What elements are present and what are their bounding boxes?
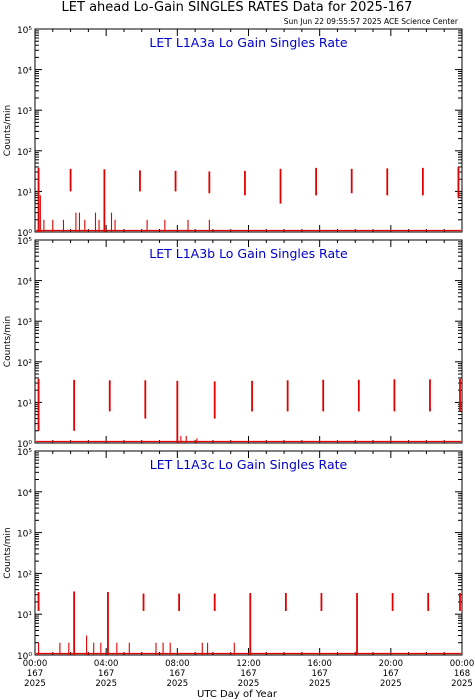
x-tick-label: 16:00	[307, 659, 332, 669]
generation-timestamp: Sun Jun 22 09:55:57 2025 ACE Science Cen…	[284, 17, 459, 26]
x-tick-label: 00:00	[450, 659, 475, 669]
y-tick-label: 10⁵	[17, 237, 32, 247]
y-axis-label: Counts/min	[3, 527, 13, 578]
x-tick-label: 168	[454, 669, 470, 679]
x-tick-label: 20:00	[379, 659, 404, 669]
y-tick-label: 10¹	[17, 611, 32, 621]
x-tick-label: 2025	[238, 679, 260, 689]
x-tick-label: 167	[98, 669, 114, 679]
x-tick-label: 2025	[309, 679, 331, 689]
y-tick-label: 10²	[17, 148, 32, 158]
x-tick-label: 167	[169, 669, 185, 679]
x-tick-label: 167	[27, 669, 43, 679]
y-tick-label: 10³	[17, 530, 32, 540]
plot-frame	[34, 450, 463, 656]
panel-2: 10⁰ 10¹ 10² 10³ 10⁴ 10⁵ Counts/min LET L1A3b Lo…	[3, 237, 463, 450]
y-tick-label: 10³	[17, 107, 32, 117]
y-tick-label: 10²	[17, 570, 32, 580]
x-tick-label: 2025	[95, 679, 117, 689]
y-axis-label: Counts/min	[3, 316, 13, 367]
y-tick-label: 10³	[17, 318, 32, 328]
panel-title: LET L1A3c Lo Gain Singles Rate	[150, 457, 348, 472]
panel-title: LET L1A3a Lo Gain Singles Rate	[149, 35, 347, 50]
y-axis-label: Counts/min	[3, 105, 13, 156]
x-tick-label: 2025	[24, 679, 46, 689]
x-tick-label: 2025	[167, 679, 189, 689]
x-tick-label: 167	[240, 669, 256, 679]
plot-frame	[34, 239, 463, 444]
panel-3: 10⁰ 10¹ 10² 10³ 10⁴ 10⁵ Counts/min LET L1A3c Lo…	[3, 448, 463, 662]
plot-layer: 10⁰ 10¹ 10² 10³ 10⁴ 10⁵ Counts/min LET L1A3a Lo…	[3, 26, 474, 689]
panel-title: LET L1A3b Lo Gain Singles Rate	[149, 246, 348, 261]
y-tick-label: 10⁴	[17, 278, 32, 288]
x-tick-label: 2025	[451, 679, 473, 689]
y-tick-label: 10⁴	[17, 489, 32, 499]
panel-1: 10⁰ 10¹ 10² 10³ 10⁴ 10⁵ Counts/min LET L1A3a Lo…	[3, 26, 463, 239]
y-tick-label: 10⁵	[17, 26, 32, 36]
y-tick-label: 10¹	[17, 188, 32, 198]
x-tick-label: 12:00	[236, 659, 261, 669]
x-tick-label: 08:00	[165, 659, 190, 669]
x-tick-label: 167	[312, 669, 328, 679]
y-tick-label: 10⁵	[17, 448, 32, 458]
x-tick-label: 2025	[380, 679, 402, 689]
figure-title: LET ahead Lo-Gain SINGLES RATES Data for…	[62, 0, 413, 15]
y-tick-label: 10⁴	[17, 67, 32, 77]
x-tick-label: 04:00	[94, 659, 119, 669]
x-tick-label: 00:00	[23, 659, 48, 669]
y-tick-label: 10⁰	[17, 440, 32, 450]
plot-frame	[34, 28, 463, 233]
y-tick-label: 10¹	[17, 399, 32, 409]
x-axis-label: UTC Day of Year	[197, 689, 278, 700]
y-tick-label: 10⁰	[17, 652, 32, 662]
y-tick-label: 10⁰	[17, 229, 32, 239]
x-tick-label: 167	[383, 669, 399, 679]
y-tick-label: 10²	[17, 359, 32, 369]
